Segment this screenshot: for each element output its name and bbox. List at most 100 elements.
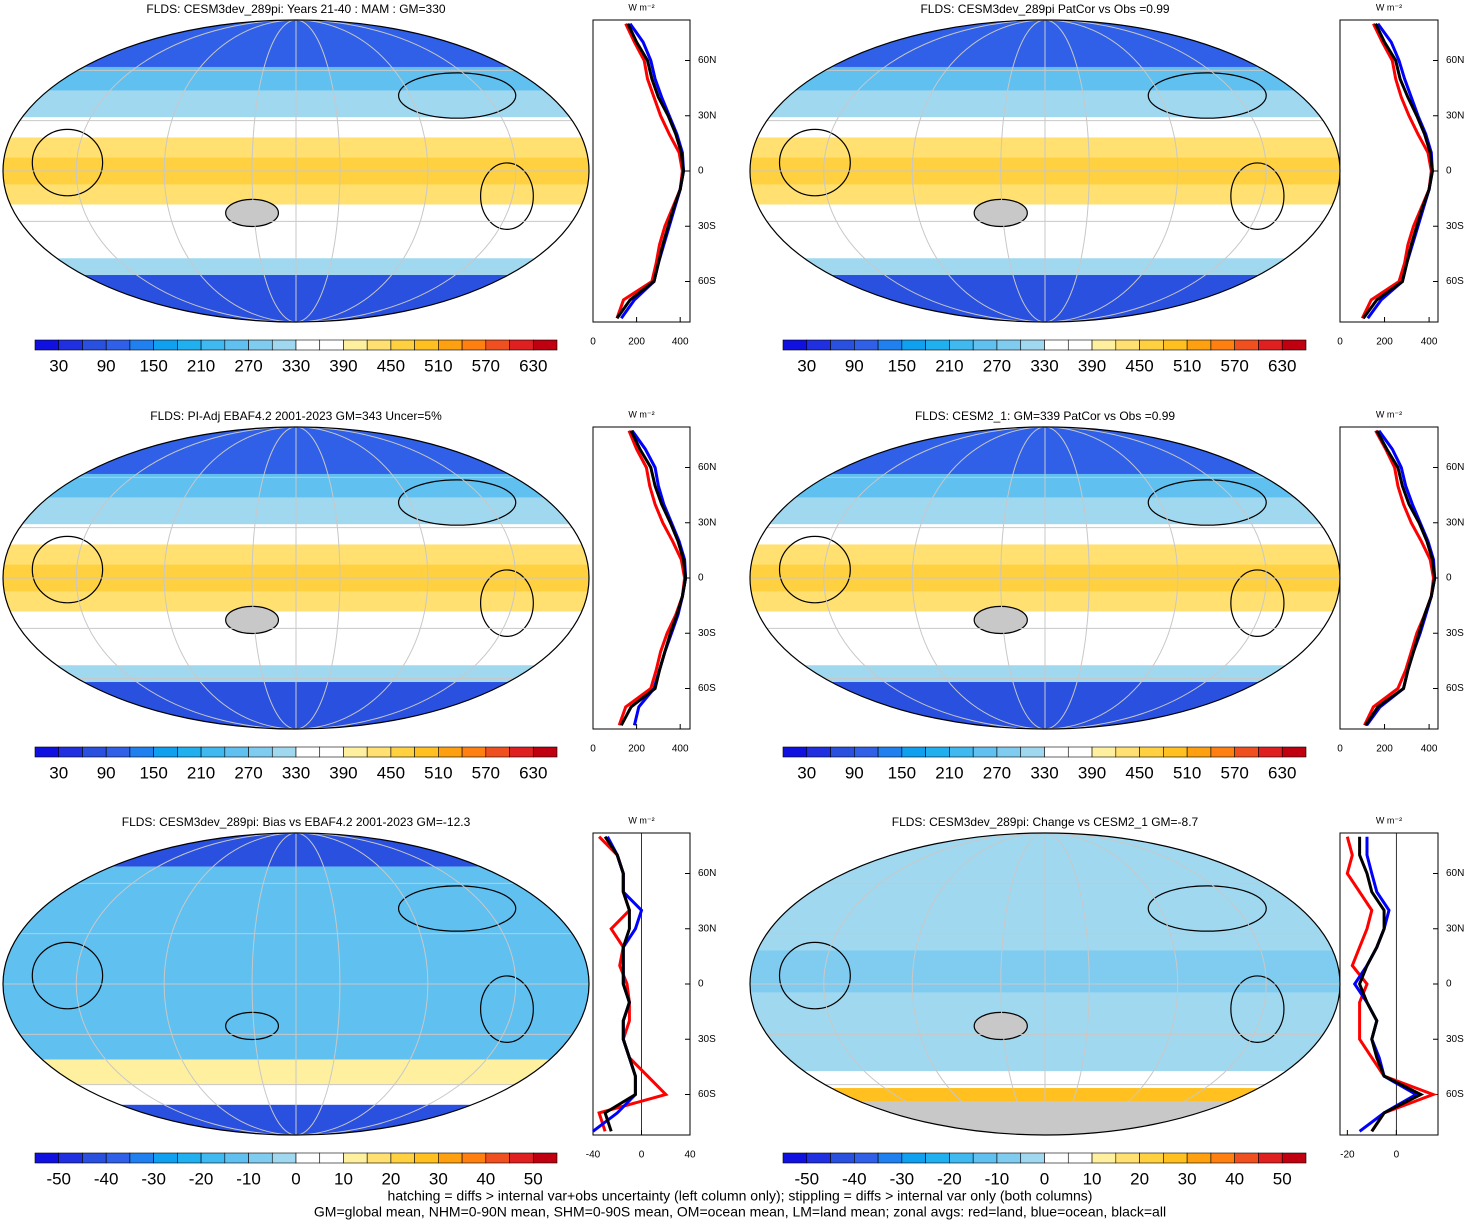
land — [1230, 569, 1285, 637]
colorbar-box — [438, 1152, 463, 1164]
colorbar-box — [271, 1152, 297, 1164]
colorbar-box — [925, 746, 950, 758]
x-tick-label: 0 — [1337, 337, 1343, 348]
zonal-frame — [1339, 426, 1439, 730]
colorbar-box — [343, 746, 368, 758]
colorbar-box — [509, 339, 534, 351]
colorbar-box — [248, 746, 273, 758]
meridian — [75, 833, 517, 1135]
y-tick-label: 60S — [1446, 276, 1464, 287]
y-tick-label: 0 — [698, 166, 704, 177]
x-tick-label: 0 — [1394, 1150, 1400, 1161]
colorbar-box — [129, 339, 154, 351]
y-tick-label: 60S — [698, 1089, 716, 1100]
y-tick-label: 60N — [1446, 868, 1464, 879]
colorbar-label: -20 — [937, 1169, 962, 1188]
colorbar-box — [1210, 746, 1235, 758]
colorbar-box — [1091, 1152, 1117, 1164]
land — [225, 1011, 280, 1041]
colorbar-box — [200, 1152, 226, 1164]
colorbar-box — [806, 339, 831, 351]
colorbar-box — [1234, 1152, 1259, 1164]
colorbar-label: 90 — [845, 763, 864, 782]
land — [1230, 162, 1285, 230]
meridian — [163, 427, 429, 729]
unit-label: W m⁻² — [1376, 815, 1402, 825]
land — [778, 128, 851, 197]
colorbar-label: 210 — [187, 356, 215, 375]
colorbar-box — [830, 339, 855, 351]
land — [973, 605, 1028, 635]
y-tick-label: 30N — [698, 517, 716, 528]
land — [479, 975, 534, 1043]
colorbar-box — [295, 746, 321, 758]
x-tick-label: 0 — [639, 1150, 645, 1161]
colorbar-label: 510 — [1173, 763, 1201, 782]
meridian — [823, 20, 1267, 322]
map-outline — [2, 426, 590, 730]
colorbar-label: -40 — [842, 1169, 867, 1188]
colorbar-label: 390 — [329, 763, 357, 782]
colorbar-box — [1044, 339, 1069, 351]
meridian — [823, 833, 1267, 1135]
colorbar-box — [82, 1152, 107, 1164]
colorbar-box — [177, 746, 202, 758]
colorbar-box — [461, 339, 487, 351]
colorbar-label: 630 — [519, 356, 547, 375]
colorbar-label: -50 — [46, 1169, 71, 1188]
y-tick-label: 60N — [698, 462, 716, 473]
colorbar-box — [129, 746, 154, 758]
colorbar-box — [366, 1152, 392, 1164]
colorbar-box — [1091, 339, 1117, 351]
colorbar-label: 30 — [49, 763, 68, 782]
meridian — [75, 20, 517, 322]
colorbar-box — [390, 1152, 415, 1164]
colorbar-label: 20 — [1130, 1169, 1149, 1188]
colorbar-box — [271, 746, 297, 758]
panel: FLDS: CESM3dev_289pi: Years 21-40 : MAM … — [2, 2, 716, 375]
map — [3, 427, 589, 729]
colorbar-box — [129, 1152, 154, 1164]
colorbar-label: 40 — [1225, 1169, 1244, 1188]
colorbar-label: 50 — [1273, 1169, 1292, 1188]
panel-title: FLDS: CESM3dev_289pi PatCor vs Obs =0.99 — [920, 2, 1169, 16]
colorbar-box — [972, 746, 998, 758]
colorbar-box — [877, 1152, 903, 1164]
map — [750, 20, 1340, 322]
colorbar-box — [414, 339, 439, 351]
x-tick-label: 0 — [590, 744, 596, 755]
colorbar-box — [949, 1152, 974, 1164]
colorbar-label: 50 — [524, 1169, 543, 1188]
panel-title: FLDS: CESM3dev_289pi: Years 21-40 : MAM … — [146, 2, 445, 16]
colorbar-box — [1091, 746, 1117, 758]
colorbar-box — [58, 339, 83, 351]
land — [1147, 72, 1267, 119]
meridian — [251, 833, 341, 1135]
colorbar-box — [343, 1152, 368, 1164]
colorbar-box — [1186, 339, 1212, 351]
panel: FLDS: CESM3dev_289pi: Change vs CESM2_1 … — [749, 815, 1464, 1188]
unit-label: W m⁻² — [628, 815, 654, 825]
footnote: GM=global mean, NHM=0-90N mean, SHM=0-90… — [314, 1204, 1166, 1220]
colorbar-box — [854, 339, 879, 351]
x-tick-label: 200 — [1376, 337, 1393, 348]
colorbar-box — [485, 339, 510, 351]
colorbar-label: 390 — [1078, 763, 1106, 782]
colorbar-box — [438, 746, 463, 758]
colorbar-label: 570 — [472, 356, 500, 375]
panel-title: FLDS: PI-Adj EBAF4.2 2001-2023 GM=343 Un… — [150, 409, 442, 423]
map — [3, 20, 589, 322]
footnote: hatching = diffs > internal var+obs unce… — [388, 1188, 1093, 1204]
colorbar-box — [1281, 339, 1307, 351]
colorbar-box — [1020, 339, 1045, 351]
y-tick-label: 60N — [698, 868, 716, 879]
colorbar-label: 630 — [519, 763, 547, 782]
colorbar-label: 30 — [49, 356, 68, 375]
land — [973, 1011, 1028, 1041]
colorbar-label: 210 — [935, 356, 963, 375]
colorbar-label: 210 — [935, 763, 963, 782]
colorbar-box — [390, 339, 415, 351]
colorbar-box — [1115, 1152, 1140, 1164]
colorbar-box — [390, 746, 415, 758]
colorbar-box — [366, 746, 392, 758]
